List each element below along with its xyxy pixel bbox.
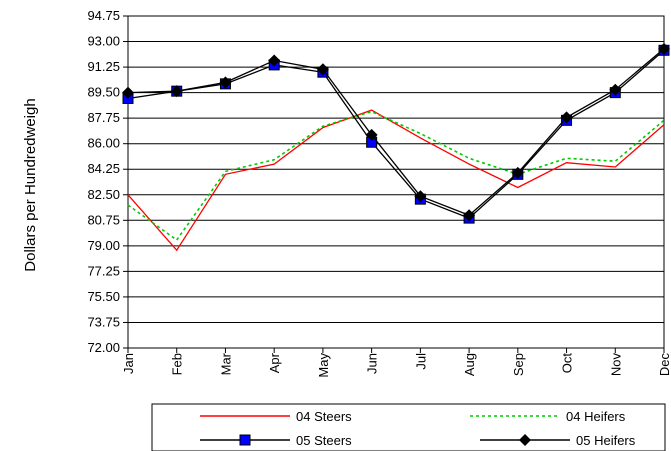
x-tick-label: Oct	[560, 353, 575, 374]
data-point	[268, 54, 281, 67]
data-point	[414, 190, 427, 203]
x-tick-label: Dec	[657, 353, 671, 377]
legend: 04 Steers 04 Heifers 05 Steers 05 Heifers	[151, 403, 666, 451]
data-point	[170, 85, 183, 98]
x-tick-label: Nov	[608, 353, 623, 377]
data-point	[658, 42, 670, 55]
x-tick-label: Jan	[121, 353, 136, 374]
legend-box	[151, 403, 666, 451]
legend-label: 05 Heifers	[576, 433, 636, 448]
y-tick-label: 79.00	[87, 238, 120, 253]
plot-area	[127, 15, 665, 349]
y-tick-labels: 72.00 73.75 75.50 77.25 79.00 80.75 82.50 84.25…	[87, 8, 120, 355]
x-tick-labels: Jan Feb Mar Apr May Jun Jul Aug Sep Oct Nov Dec	[121, 352, 671, 377]
x-tick-label: May	[316, 353, 331, 378]
y-tick-label: 82.50	[87, 187, 120, 202]
series-layer	[122, 42, 670, 252]
y-tick-label: 91.25	[87, 59, 120, 74]
y-tick-label: 89.50	[87, 85, 120, 100]
legend-marker	[519, 434, 531, 446]
data-point	[511, 166, 524, 179]
series-line	[127, 109, 665, 252]
legend-label: 04 Heifers	[566, 409, 626, 424]
data-point	[122, 86, 134, 99]
data-point	[365, 128, 378, 141]
x-tick-label: Jun	[365, 353, 380, 374]
y-tick-label: 86.00	[87, 136, 120, 151]
y-tick-label: 94.75	[87, 8, 120, 23]
x-tick-label: Jul	[413, 353, 428, 370]
y-tick-label: 75.50	[87, 289, 120, 304]
series-line	[127, 49, 665, 219]
y-tick-label: 87.75	[87, 110, 120, 125]
gridlines	[123, 15, 665, 353]
x-tick-label: Mar	[218, 352, 233, 375]
legend-marker	[239, 434, 251, 446]
y-tick-label: 73.75	[87, 314, 120, 329]
x-tick-label: Sep	[511, 353, 526, 376]
y-tick-label: 84.25	[87, 161, 120, 176]
legend-label: 04 Steers	[296, 409, 352, 424]
y-axis-title: Dollars per Hundredweigh	[22, 98, 39, 271]
data-point	[560, 111, 573, 124]
series-line	[127, 110, 665, 242]
y-tick-label: 72.00	[87, 340, 120, 355]
y-tick-label: 77.25	[87, 263, 120, 278]
legend-label: 05 Steers	[296, 433, 352, 448]
y-tick-label: 80.75	[87, 212, 120, 227]
data-point	[316, 63, 329, 76]
x-tick-label: Apr	[267, 352, 282, 373]
data-point	[609, 83, 622, 96]
y-tick-label: 93.00	[87, 34, 120, 49]
series-line	[127, 48, 665, 216]
x-tick-label: Feb	[170, 353, 185, 375]
data-point	[463, 209, 476, 222]
x-tick-label: Aug	[462, 353, 477, 376]
data-point	[219, 76, 232, 89]
